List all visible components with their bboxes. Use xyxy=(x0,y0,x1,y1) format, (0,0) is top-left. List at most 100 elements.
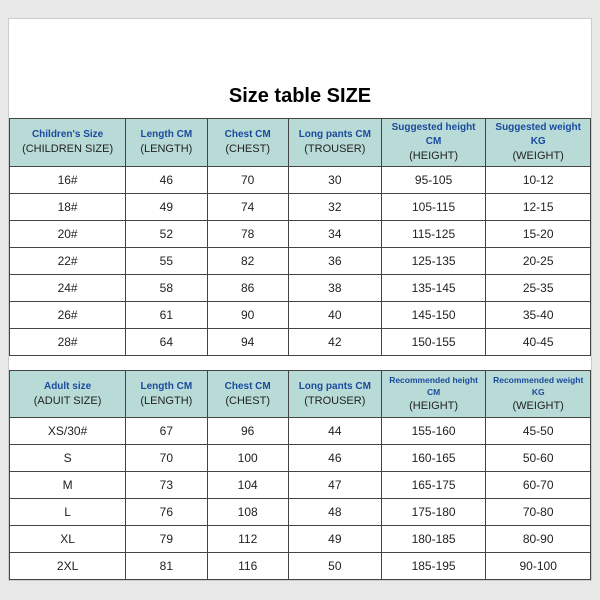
table-cell: 40 xyxy=(288,302,381,329)
table-cell: 70 xyxy=(126,445,207,472)
size-chart-page: Size table SIZE Children's Size(CHILDREN… xyxy=(8,18,592,581)
table-cell: 42 xyxy=(288,329,381,356)
table-cell: 150-155 xyxy=(381,329,486,356)
table-cell: 155-160 xyxy=(381,418,486,445)
col-header: Suggested weight KG(WEIGHT) xyxy=(486,119,591,167)
table-cell: 180-185 xyxy=(381,526,486,553)
table-cell: 112 xyxy=(207,526,288,553)
table-cell: 35-40 xyxy=(486,302,591,329)
table-cell: 82 xyxy=(207,248,288,275)
table-cell: 94 xyxy=(207,329,288,356)
table-cell: 22# xyxy=(10,248,126,275)
table-cell: 12-15 xyxy=(486,194,591,221)
table-cell: 34 xyxy=(288,221,381,248)
table-cell: 20-25 xyxy=(486,248,591,275)
table-cell: 40-45 xyxy=(486,329,591,356)
table-cell: 47 xyxy=(288,472,381,499)
table-cell: 79 xyxy=(126,526,207,553)
table-row: XS/30#679644155-16045-50 xyxy=(10,418,591,445)
table-cell: 44 xyxy=(288,418,381,445)
gap-table xyxy=(9,356,591,370)
table-cell: 115-125 xyxy=(381,221,486,248)
table-cell: 135-145 xyxy=(381,275,486,302)
table-cell: 74 xyxy=(207,194,288,221)
table-cell: 49 xyxy=(288,526,381,553)
table-cell: 55 xyxy=(126,248,207,275)
table-cell: L xyxy=(10,499,126,526)
col-header: Chest CM(CHEST) xyxy=(207,371,288,418)
table-row: L7610848175-18070-80 xyxy=(10,499,591,526)
table-cell: 100 xyxy=(207,445,288,472)
table-row: 16#46703095-10510-12 xyxy=(10,167,591,194)
table-cell: 80-90 xyxy=(486,526,591,553)
table-row: 18#497432105-11512-15 xyxy=(10,194,591,221)
table-cell: 38 xyxy=(288,275,381,302)
table-cell: S xyxy=(10,445,126,472)
table-row: 24#588638135-14525-35 xyxy=(10,275,591,302)
table-cell: 61 xyxy=(126,302,207,329)
table-cell: 50-60 xyxy=(486,445,591,472)
table-row: 20#527834115-12515-20 xyxy=(10,221,591,248)
children-header-row: Children's Size(CHILDREN SIZE) Length CM… xyxy=(10,119,591,167)
table-cell: 58 xyxy=(126,275,207,302)
table-cell: 28# xyxy=(10,329,126,356)
table-cell: 95-105 xyxy=(381,167,486,194)
table-cell: 64 xyxy=(126,329,207,356)
table-cell: 73 xyxy=(126,472,207,499)
col-header: Chest CM(CHEST) xyxy=(207,119,288,167)
table-cell: 32 xyxy=(288,194,381,221)
table-cell: 145-150 xyxy=(381,302,486,329)
table-cell: 105-115 xyxy=(381,194,486,221)
table-cell: 15-20 xyxy=(486,221,591,248)
table-cell: 125-135 xyxy=(381,248,486,275)
table-cell: 70 xyxy=(207,167,288,194)
table-cell: 49 xyxy=(126,194,207,221)
col-header: Recommended height CM(HEIGHT) xyxy=(381,371,486,418)
col-header: Recommended weight KG(WEIGHT) xyxy=(486,371,591,418)
table-row: 28#649442150-15540-45 xyxy=(10,329,591,356)
table-cell: 86 xyxy=(207,275,288,302)
table-row: S7010046160-16550-60 xyxy=(10,445,591,472)
table-row: 22#558236125-13520-25 xyxy=(10,248,591,275)
table-cell: 45-50 xyxy=(486,418,591,445)
table-cell: XS/30# xyxy=(10,418,126,445)
table-cell: 24# xyxy=(10,275,126,302)
table-cell: M xyxy=(10,472,126,499)
col-header: Adult size(ADUIT SIZE) xyxy=(10,371,126,418)
table-cell: XL xyxy=(10,526,126,553)
table-row: M7310447165-17560-70 xyxy=(10,472,591,499)
adult-size-table: Adult size(ADUIT SIZE) Length CM(LENGTH)… xyxy=(9,370,591,580)
table-cell: 160-165 xyxy=(381,445,486,472)
table-row: 2XL8111650185-19590-100 xyxy=(10,553,591,580)
col-header: Length CM(LENGTH) xyxy=(126,371,207,418)
table-row: 26#619040145-15035-40 xyxy=(10,302,591,329)
col-header: Long pants CM(TROUSER) xyxy=(288,119,381,167)
table-cell: 78 xyxy=(207,221,288,248)
table-cell: 30 xyxy=(288,167,381,194)
table-cell: 96 xyxy=(207,418,288,445)
table-cell: 175-180 xyxy=(381,499,486,526)
table-cell: 52 xyxy=(126,221,207,248)
adult-header-row: Adult size(ADUIT SIZE) Length CM(LENGTH)… xyxy=(10,371,591,418)
table-cell: 20# xyxy=(10,221,126,248)
table-cell: 108 xyxy=(207,499,288,526)
table-cell: 90-100 xyxy=(486,553,591,580)
table-cell: 36 xyxy=(288,248,381,275)
col-header: Children's Size(CHILDREN SIZE) xyxy=(10,119,126,167)
table-cell: 165-175 xyxy=(381,472,486,499)
table-cell: 2XL xyxy=(10,553,126,580)
table-cell: 10-12 xyxy=(486,167,591,194)
col-header: Long pants CM(TROUSER) xyxy=(288,371,381,418)
table-cell: 76 xyxy=(126,499,207,526)
table-cell: 16# xyxy=(10,167,126,194)
table-cell: 26# xyxy=(10,302,126,329)
table-cell: 70-80 xyxy=(486,499,591,526)
col-header: Suggested height CM(HEIGHT) xyxy=(381,119,486,167)
table-cell: 67 xyxy=(126,418,207,445)
table-cell: 46 xyxy=(126,167,207,194)
table-cell: 48 xyxy=(288,499,381,526)
table-row: XL7911249180-18580-90 xyxy=(10,526,591,553)
table-cell: 25-35 xyxy=(486,275,591,302)
table-cell: 116 xyxy=(207,553,288,580)
table-cell: 104 xyxy=(207,472,288,499)
